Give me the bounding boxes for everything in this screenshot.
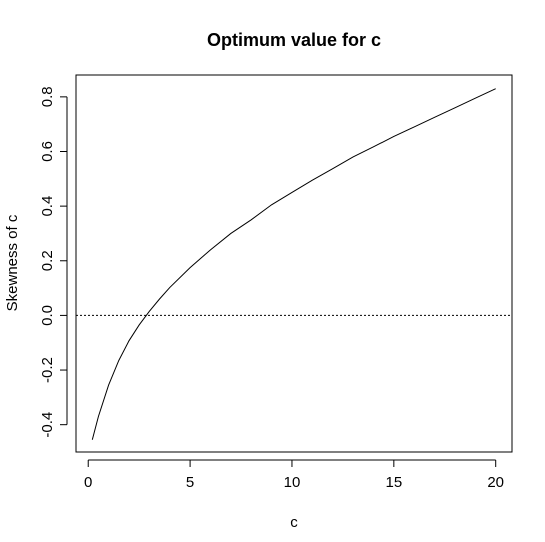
x-tick-label: 20 [487, 474, 504, 491]
x-tick-label: 0 [84, 474, 92, 491]
x-axis: 0 5 10 15 20 [84, 459, 504, 491]
x-tick-label: 10 [284, 474, 301, 491]
x-tick-label: 5 [186, 474, 194, 491]
y-tick-label: 0.8 [39, 86, 56, 107]
chart-title: Optimum value for c [207, 30, 381, 50]
y-axis-label: Skewness of c [4, 214, 21, 311]
y-axis: -0.4 -0.2 0.0 0.2 0.4 0.6 0.8 [39, 86, 68, 438]
y-tick-label: -0.4 [39, 412, 56, 438]
x-tick-label: 15 [385, 474, 402, 491]
y-tick-label: 0.2 [39, 250, 56, 271]
plot-frame [75, 74, 513, 453]
x-axis-label: c [290, 514, 298, 531]
y-tick-label: 0.6 [39, 141, 56, 162]
y-tick-label: 0.4 [39, 196, 56, 217]
skewness-curve [91, 88, 496, 440]
y-tick-label: -0.2 [39, 357, 56, 383]
y-tick-label: 0.0 [39, 305, 56, 326]
